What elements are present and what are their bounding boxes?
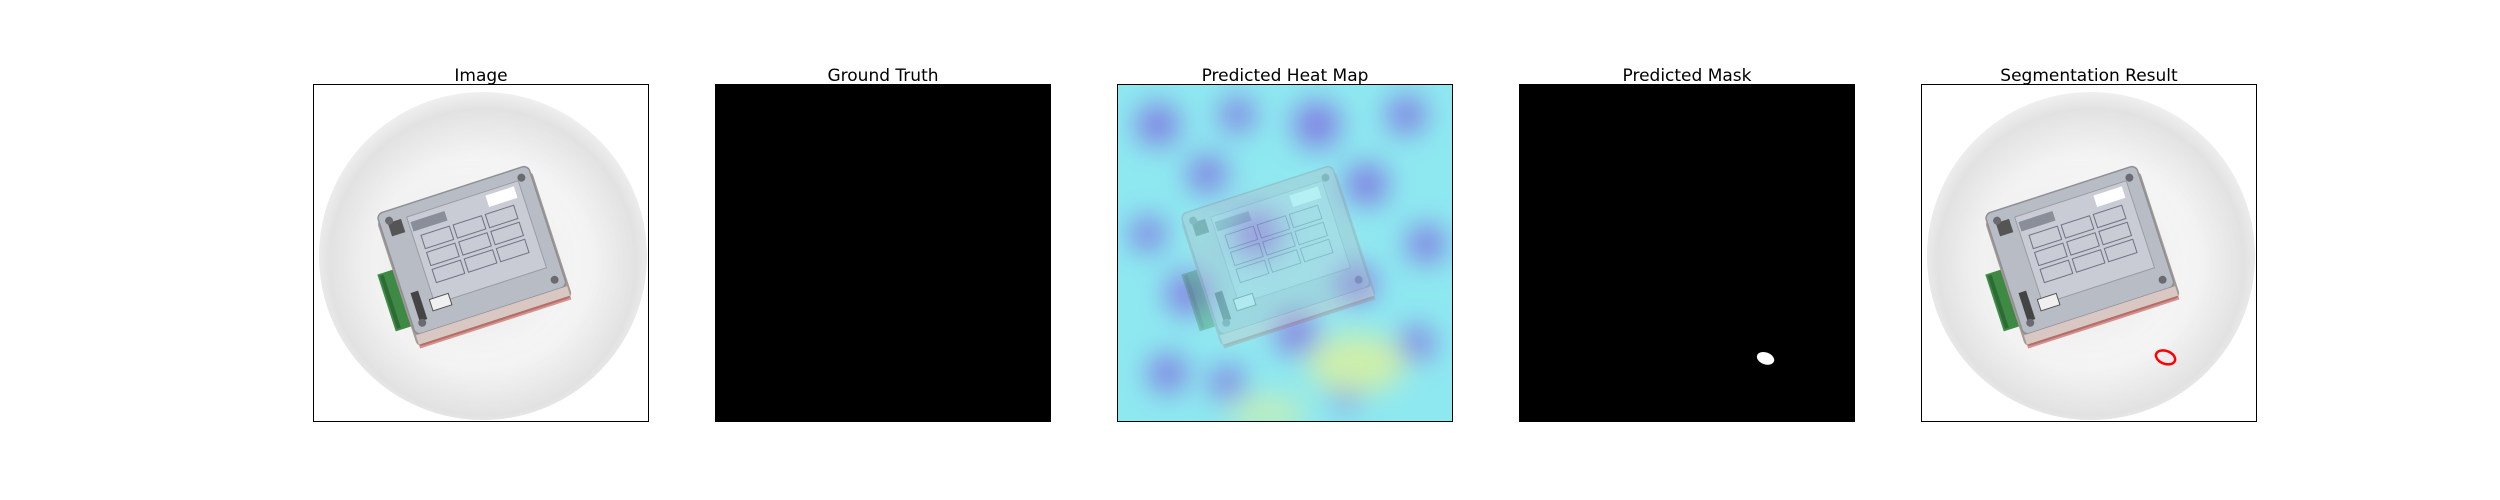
panel-title-ground-truth: Ground Truth xyxy=(827,66,939,86)
panel-title-predicted-mask: Predicted Mask xyxy=(1622,66,1752,86)
panel-ground-truth: Ground Truth xyxy=(715,66,1051,422)
panel-title-segmentation-result: Segmentation Result xyxy=(2000,66,2178,86)
panel-image: Image xyxy=(313,66,649,422)
panel-segmentation-result: Segmentation Result xyxy=(1921,66,2257,422)
ground-truth-mask xyxy=(715,84,1051,422)
panel-heat-map: Predicted Heat Map xyxy=(1117,66,1453,422)
predicted-mask-image xyxy=(1519,84,1855,422)
mask-blob xyxy=(1756,351,1775,365)
segmentation-result-image xyxy=(1921,84,2257,422)
panel-predicted-mask: Predicted Mask xyxy=(1519,66,1855,422)
panel-title-image: Image xyxy=(454,66,508,86)
heat-map-image xyxy=(1117,84,1453,422)
original-image xyxy=(313,84,649,422)
segmentation-contour xyxy=(2154,349,2177,366)
panel-title-heat-map: Predicted Heat Map xyxy=(1201,66,1369,86)
